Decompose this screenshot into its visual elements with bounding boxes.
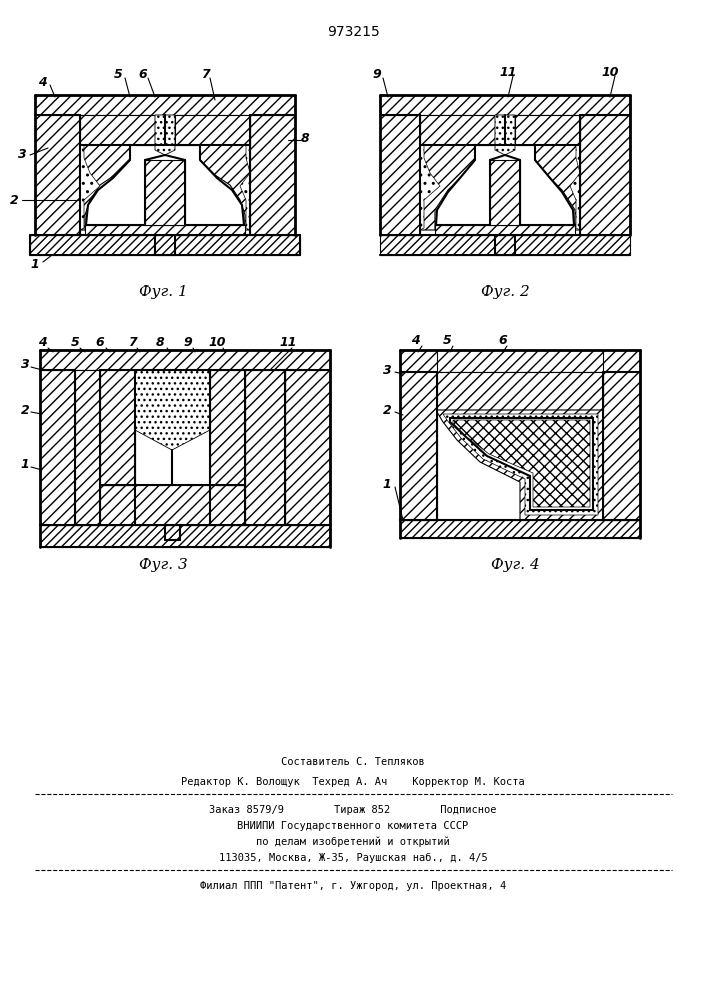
Polygon shape [435, 225, 575, 235]
Polygon shape [200, 145, 250, 230]
Polygon shape [210, 370, 245, 485]
Text: 11: 11 [279, 336, 297, 349]
Polygon shape [400, 350, 640, 372]
Text: 8: 8 [300, 131, 310, 144]
Text: 11: 11 [499, 66, 517, 80]
Text: 3: 3 [21, 359, 30, 371]
Text: по делам изобретений и открытий: по делам изобретений и открытий [256, 837, 450, 847]
Text: ВНИИПИ Государственного комитета СССР: ВНИИПИ Государственного комитета СССР [238, 821, 469, 831]
Bar [40, 525, 330, 547]
Text: 6: 6 [139, 68, 147, 82]
Polygon shape [145, 160, 185, 225]
Text: 2: 2 [10, 194, 18, 207]
Polygon shape [80, 145, 100, 230]
Polygon shape [135, 370, 210, 450]
Polygon shape [490, 160, 520, 225]
Text: 5: 5 [443, 334, 451, 347]
Text: Фуг. 4: Фуг. 4 [491, 558, 539, 572]
Text: 6: 6 [498, 334, 508, 347]
Polygon shape [380, 95, 630, 115]
Text: Составитель С. Тепляков: Составитель С. Тепляков [281, 757, 425, 767]
Text: 2: 2 [21, 403, 30, 416]
Text: 2: 2 [382, 403, 392, 416]
Text: 5: 5 [71, 336, 79, 349]
Polygon shape [535, 145, 580, 230]
Text: 1: 1 [30, 258, 40, 271]
Text: 7: 7 [128, 336, 136, 349]
Polygon shape [40, 350, 75, 525]
Text: 5: 5 [114, 68, 122, 82]
Text: 3: 3 [382, 363, 392, 376]
Polygon shape [515, 115, 580, 145]
Polygon shape [580, 95, 630, 235]
Text: 9: 9 [373, 68, 381, 82]
Bar [30, 235, 300, 255]
Polygon shape [400, 350, 437, 520]
Text: 6: 6 [95, 336, 105, 349]
Text: 973215: 973215 [327, 25, 380, 39]
Text: 113035, Москва, Ж-35, Раушская наб., д. 4/5: 113035, Москва, Ж-35, Раушская наб., д. … [218, 853, 487, 863]
Text: 3: 3 [18, 148, 26, 161]
Polygon shape [35, 95, 80, 235]
Polygon shape [603, 350, 640, 520]
Polygon shape [40, 350, 330, 370]
Text: 4: 4 [37, 77, 47, 90]
Text: 9: 9 [184, 336, 192, 349]
Text: Филиал ППП "Патент", г. Ужгород, ул. Проектная, 4: Филиал ППП "Патент", г. Ужгород, ул. Про… [200, 881, 506, 891]
Polygon shape [420, 145, 475, 230]
Text: 4: 4 [411, 334, 419, 347]
Text: 7: 7 [201, 68, 209, 82]
Text: Фуг. 1: Фуг. 1 [139, 285, 187, 299]
Polygon shape [75, 370, 100, 525]
Polygon shape [420, 115, 495, 145]
Polygon shape [495, 115, 515, 155]
Polygon shape [175, 115, 250, 145]
Text: 10: 10 [601, 66, 619, 80]
Text: Заказ 8579/9        Тираж 852        Подписное: Заказ 8579/9 Тираж 852 Подписное [209, 805, 497, 815]
Text: Редактор К. Волощук  Техред А. Ач    Корректор М. Коста: Редактор К. Волощук Техред А. Ач Коррект… [181, 777, 525, 787]
Polygon shape [35, 95, 295, 115]
Text: 4: 4 [37, 336, 47, 349]
Polygon shape [80, 115, 155, 145]
Polygon shape [437, 410, 603, 520]
Polygon shape [100, 485, 245, 525]
Polygon shape [250, 95, 295, 235]
Text: 1: 1 [382, 479, 392, 491]
Text: 8: 8 [156, 336, 164, 349]
Text: Фуг. 2: Фуг. 2 [481, 285, 530, 299]
Polygon shape [155, 115, 175, 155]
Polygon shape [285, 350, 330, 525]
Polygon shape [420, 145, 440, 230]
Polygon shape [453, 420, 590, 507]
Bar [400, 520, 640, 538]
Polygon shape [450, 418, 593, 510]
Polygon shape [245, 370, 285, 525]
Polygon shape [437, 372, 603, 410]
Text: Фуг. 3: Фуг. 3 [139, 558, 187, 572]
Bar [380, 235, 630, 255]
Text: 1: 1 [21, 458, 30, 472]
Polygon shape [85, 225, 245, 235]
Polygon shape [80, 145, 130, 230]
Polygon shape [240, 145, 250, 230]
Text: 10: 10 [209, 336, 226, 349]
Polygon shape [380, 95, 420, 235]
Polygon shape [443, 414, 598, 515]
Polygon shape [100, 370, 135, 485]
Polygon shape [570, 145, 580, 230]
